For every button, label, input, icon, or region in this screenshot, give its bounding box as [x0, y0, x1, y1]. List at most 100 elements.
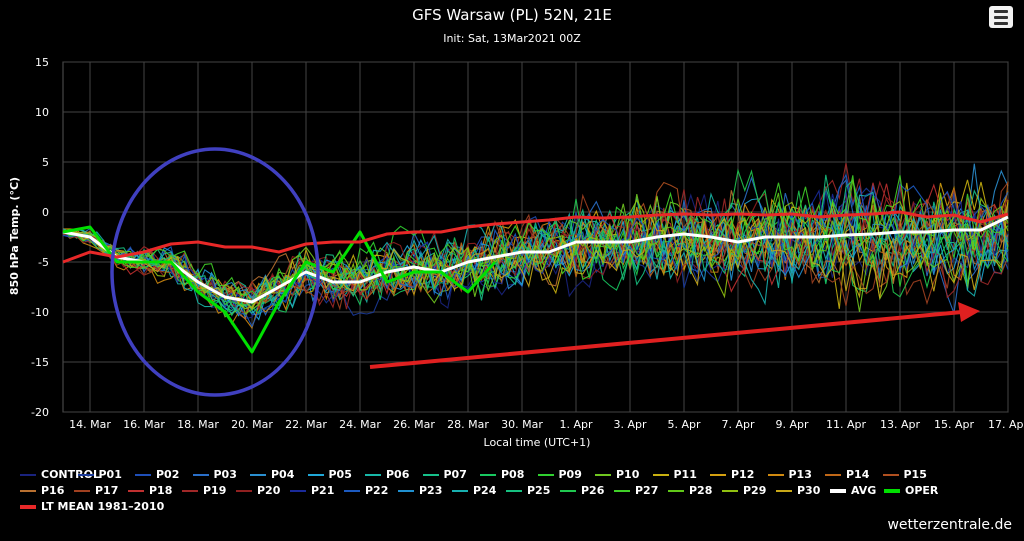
hamburger-menu-icon[interactable]: [989, 6, 1013, 28]
legend-item-p19[interactable]: P19: [182, 484, 226, 497]
legend-item-p06[interactable]: P06: [365, 468, 409, 481]
y-tick-label: -20: [31, 406, 49, 419]
legend-label: P15: [903, 468, 927, 481]
legend-item-p27[interactable]: P27: [614, 484, 658, 497]
legend-item-p25[interactable]: P25: [506, 484, 550, 497]
credits-link[interactable]: wetterzentrale.de: [887, 517, 1012, 533]
legend-label: AVG: [851, 484, 877, 497]
legend-label: P16: [41, 484, 65, 497]
ensemble-line-p27: [62, 175, 1009, 300]
legend-item-p13[interactable]: P13: [767, 468, 812, 481]
legend-label: OPER: [905, 484, 939, 497]
legend-swatch: [506, 489, 522, 492]
legend-label: CONTROL: [41, 468, 100, 481]
legend-label: P12: [731, 468, 755, 481]
y-axis-label: 850 hPa Temp. (°C): [8, 177, 21, 295]
legend-item-p22[interactable]: P22: [344, 484, 388, 497]
ensemble-line-p25: [62, 174, 1009, 313]
x-tick-label: 1. Apr: [559, 418, 592, 431]
legend-item-p12[interactable]: P12: [710, 468, 754, 481]
legend-item-p05[interactable]: P05: [307, 468, 352, 481]
legend-item-p01[interactable]: P01: [77, 468, 122, 481]
legend-label: P14: [846, 468, 870, 481]
legend-item-lt-mean-1981-2010[interactable]: LT MEAN 1981–2010: [20, 500, 164, 513]
legend-swatch: [722, 489, 738, 492]
legend-item-p09[interactable]: P09: [537, 468, 582, 481]
x-tick-label: 24. Mar: [339, 418, 381, 431]
legend-item-avg[interactable]: AVG: [830, 484, 876, 497]
trend-arrow-line: [369, 310, 963, 369]
legend-item-p29[interactable]: P29: [722, 484, 766, 497]
ensemble-line-p30: [62, 200, 1009, 310]
x-tick-label: 9. Apr: [775, 418, 808, 431]
y-tick-label: 0: [42, 206, 49, 219]
x-tick-label: 22. Mar: [285, 418, 327, 431]
x-tick-label: 7. Apr: [721, 418, 754, 431]
legend-swatch: [236, 489, 252, 492]
legend-item-p16[interactable]: P16: [20, 484, 64, 497]
legend-label: P01: [98, 468, 122, 481]
legend-label: P07: [443, 468, 467, 481]
y-tick-label: -15: [31, 356, 49, 369]
x-tick-label: 30. Mar: [501, 418, 543, 431]
legend-item-p10[interactable]: P10: [595, 468, 639, 481]
legend-item-p20[interactable]: P20: [236, 484, 280, 497]
legend-item-p15[interactable]: P15: [882, 468, 927, 481]
chart-title: GFS Warsaw (PL) 52N, 21E: [412, 6, 612, 24]
legend-item-p17[interactable]: P17: [74, 484, 118, 497]
legend-item-p02[interactable]: P02: [135, 468, 179, 481]
legend-item-control[interactable]: CONTROL: [20, 468, 100, 481]
x-tick-label: 15. Apr: [934, 418, 974, 431]
legend-item-p08[interactable]: P08: [480, 468, 524, 481]
legend-swatch: [452, 489, 468, 492]
legend-label: P17: [95, 484, 119, 497]
legend-item-p26[interactable]: P26: [560, 484, 604, 497]
series-line-oper: [62, 225, 497, 354]
y-tick-label: -5: [38, 256, 49, 269]
legend-swatch: [767, 473, 784, 476]
trend-arrow-head: [958, 302, 980, 322]
legend-label: LT MEAN 1981–2010: [41, 500, 165, 513]
legend-item-p18[interactable]: P18: [128, 484, 172, 497]
legend-item-p07[interactable]: P07: [422, 468, 467, 481]
legend-swatch: [344, 489, 360, 492]
legend-swatch: [365, 473, 381, 476]
legend-label: P30: [797, 484, 821, 497]
legend-item-p28[interactable]: P28: [668, 484, 712, 497]
legend-swatch: [537, 473, 554, 476]
legend-label: P25: [527, 484, 551, 497]
legend-item-p24[interactable]: P24: [452, 484, 496, 497]
legend-swatch: [398, 489, 414, 492]
legend-swatch: [250, 473, 266, 476]
legend-label: P10: [616, 468, 640, 481]
legend-swatch: [884, 488, 900, 493]
legend-swatch: [182, 489, 198, 492]
legend-item-p30[interactable]: P30: [776, 484, 820, 497]
legend-swatch: [422, 473, 439, 476]
legend-item-p14[interactable]: P14: [825, 468, 869, 481]
legend-swatch: [74, 489, 90, 492]
annotations: [110, 147, 980, 397]
legend-swatch: [560, 489, 576, 492]
legend-swatch: [290, 489, 306, 492]
legend-item-p11[interactable]: P11: [652, 468, 697, 481]
legend-label: P11: [673, 468, 697, 481]
legend-item-p21[interactable]: P21: [290, 484, 334, 497]
legend-swatch: [614, 489, 630, 492]
legend-item-p04[interactable]: P04: [250, 468, 294, 481]
legend-item-p03[interactable]: P03: [192, 468, 237, 481]
main-series: [62, 210, 1009, 354]
legend-swatch: [480, 473, 496, 476]
legend-label: P05: [328, 468, 352, 481]
legend-item-oper[interactable]: OPER: [884, 484, 938, 497]
legend-swatch: [20, 489, 36, 492]
x-tick-label: 16. Mar: [123, 418, 165, 431]
legend-swatch: [20, 504, 36, 509]
x-tick-label: 28. Mar: [447, 418, 489, 431]
legend-label: P27: [635, 484, 659, 497]
legend-item-p23[interactable]: P23: [398, 484, 442, 497]
x-tick-label: 5. Apr: [667, 418, 700, 431]
legend-label: P18: [149, 484, 173, 497]
x-tick-label: 13. Apr: [880, 418, 920, 431]
